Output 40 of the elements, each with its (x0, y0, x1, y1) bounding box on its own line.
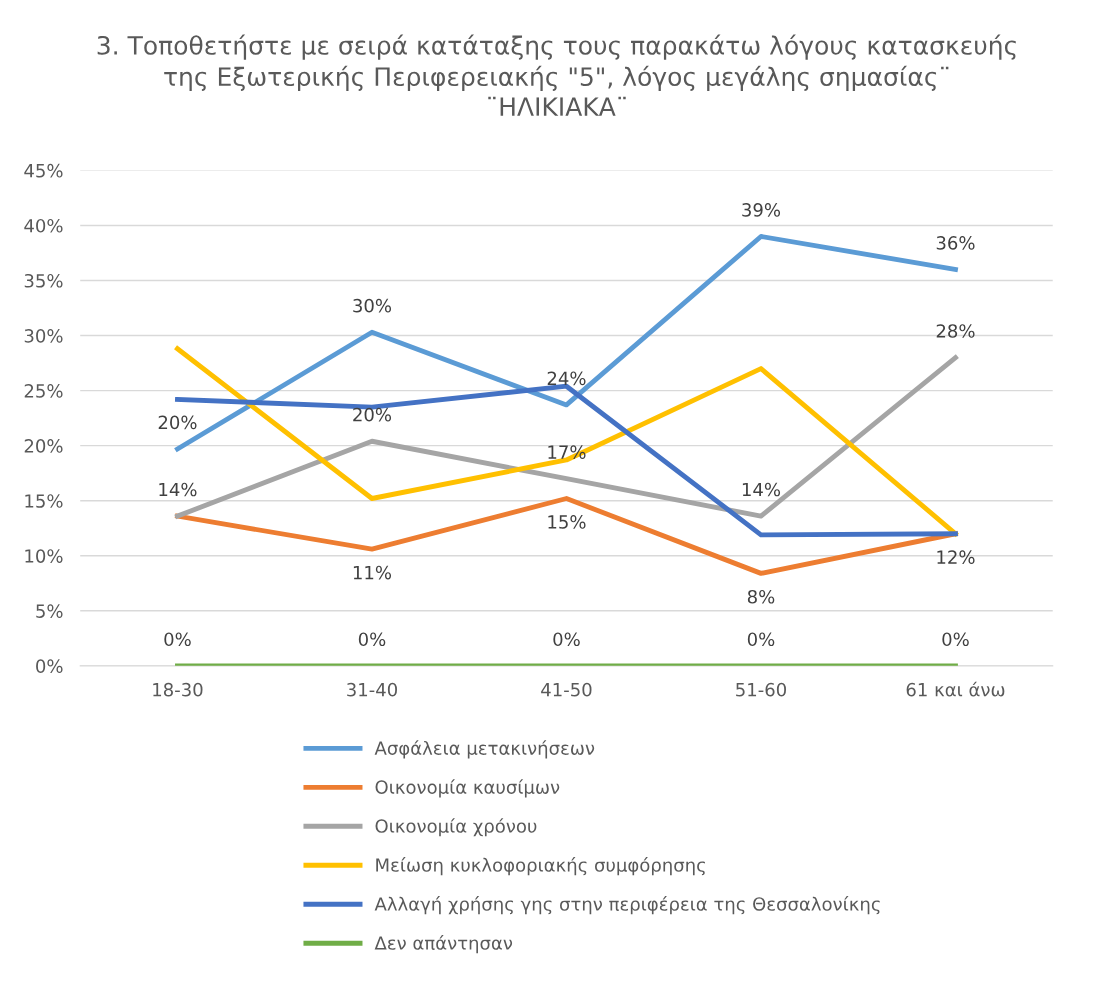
x-tick-label: 41-50 (541, 682, 592, 697)
data-label: 0% (553, 632, 580, 647)
legend-label: Οικονομία χρόνου (375, 818, 537, 837)
y-tick-label: 0% (36, 659, 63, 673)
data-label: 0% (747, 632, 775, 647)
legend-label: Οικονομία καυσίμων (375, 779, 560, 798)
data-label: 36% (936, 236, 975, 250)
data-label: 39% (742, 203, 781, 217)
y-tick-label: 20% (24, 439, 63, 453)
data-label: 14% (159, 482, 197, 497)
data-label: 20% (158, 415, 197, 430)
data-label: 11% (353, 565, 392, 580)
y-tick-label: 10% (25, 549, 63, 563)
x-tick-label: 31-40 (347, 682, 397, 697)
data-label: 24% (547, 371, 586, 386)
legend-label: Δεν απάντησαν (374, 935, 513, 954)
chart-title: 3. Τοποθετήστε με σειρά κατάταξης τους παρακάτω λόγους κατασκευής της Εξωτερικής Περιφερειακής "5", λόγος μεγάλης σημασίας¨ ¨ΗΛΙΚΙΑΚΑ¨ (97, 34, 1016, 116)
legend-label: Αλλαγή χρήσης γης στην περιφέρεια της Θεσσαλονίκης (374, 896, 880, 915)
data-label: 0% (358, 632, 386, 647)
legend-label: Ασφάλεια μετακινήσεων (374, 740, 595, 759)
data-label: 12% (937, 550, 975, 564)
data-label: 8% (747, 589, 775, 604)
y-tick-label: 25% (24, 384, 63, 398)
legend-label: Μείωση κυκλοφοριακής συμφόρησης (376, 857, 705, 876)
data-label: 15% (548, 515, 586, 529)
data-label: 0% (164, 632, 191, 647)
data-label: 0% (942, 632, 969, 647)
data-label: 28% (936, 324, 975, 338)
y-tick-label: 15% (25, 494, 63, 508)
data-label: 30% (353, 298, 392, 313)
y-tick-label: 5% (36, 604, 63, 618)
data-label: 14% (742, 482, 781, 497)
x-tick-label: 61 και άνω (906, 681, 1005, 697)
y-tick-label: 35% (24, 273, 63, 288)
y-tick-label: 45% (24, 163, 63, 178)
data-label: 20% (353, 407, 392, 422)
x-tick-label: 51-60 (736, 682, 787, 697)
y-tick-label: 40% (24, 218, 63, 233)
x-tick-label: 18-30 (153, 682, 203, 697)
y-tick-label: 30% (24, 329, 63, 343)
